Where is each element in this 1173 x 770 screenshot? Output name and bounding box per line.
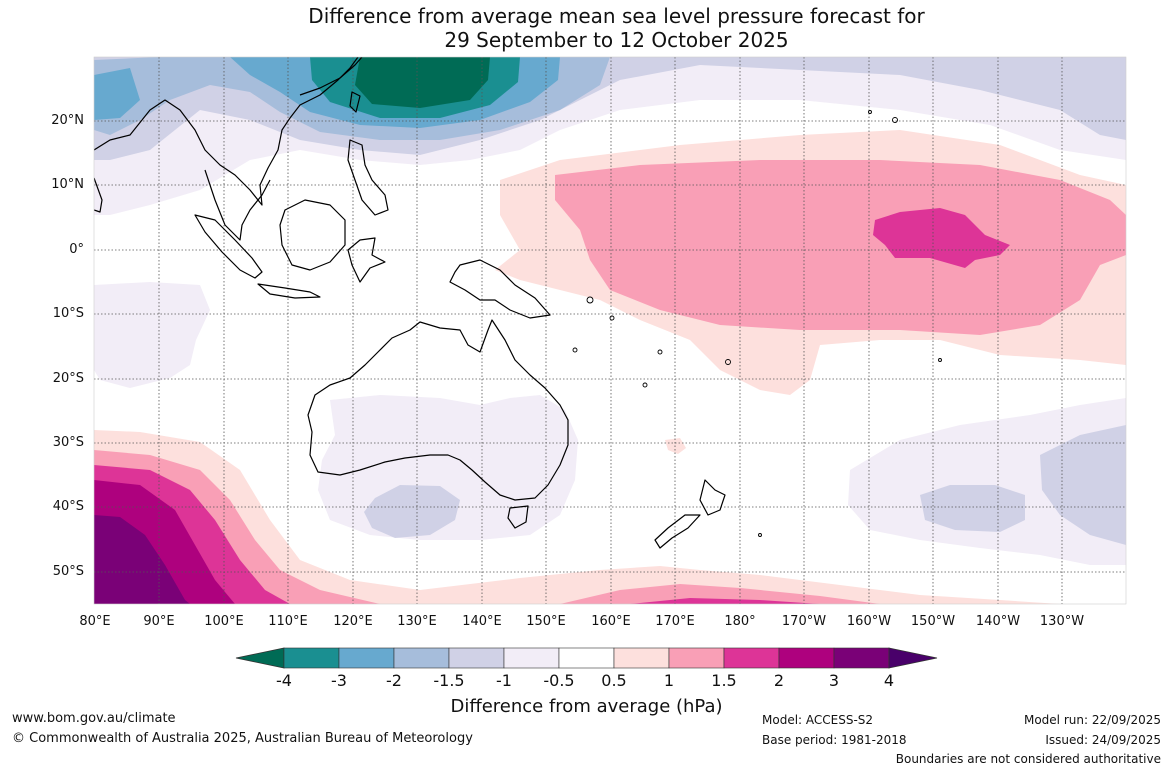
colorbar-min-arrow — [235, 647, 285, 669]
colorbar-swatch — [668, 647, 725, 669]
northern-negative-anomaly — [94, 57, 1126, 215]
borneo-coastline — [279, 199, 346, 271]
colorbar-tick-label: -1 — [496, 671, 512, 690]
pacific-islands — [572, 110, 942, 537]
colorbar-tick-label: -0.5 — [543, 671, 575, 690]
latitude-label: 30°S — [52, 435, 84, 450]
new-zealand-south-coastline — [654, 514, 701, 549]
longitude-label: 140°W — [975, 614, 1021, 629]
colorbar-tick-label: 1 — [663, 671, 675, 690]
new-zealand-north-coastline — [699, 479, 726, 516]
latitude-label: 50°S — [52, 564, 84, 579]
colorbar-tick-label: 4 — [883, 671, 895, 690]
longitude-label: 110°E — [268, 614, 308, 629]
colorbar-tick-label: -2 — [386, 671, 402, 690]
latitude-label: 20°S — [52, 371, 84, 386]
title-line-1: Difference from average mean sea level p… — [308, 4, 925, 28]
base-period: Base period: 1981-2018 — [762, 733, 907, 747]
colorbar-title: Difference from average (hPa) — [450, 696, 723, 717]
longitude-label: 100°E — [204, 614, 244, 629]
longitude-label: 80°E — [79, 614, 111, 629]
indochina-coastline — [204, 169, 271, 241]
issued-date: Issued: 24/09/2025 — [1045, 733, 1161, 747]
southern-negative-anomaly — [94, 282, 1126, 565]
colorbar-swatch — [338, 647, 395, 669]
map-field — [94, 57, 1126, 604]
colorbar-swatch — [833, 647, 890, 669]
colorbar-tick-label: 0.5 — [601, 671, 627, 690]
australia-coastline — [307, 319, 569, 501]
mainland-asia-coastline — [94, 57, 359, 206]
colorbar-tick-label: -4 — [276, 671, 292, 690]
pacific-positive-anomaly — [495, 130, 1126, 454]
colorbar-swatch — [393, 647, 450, 669]
latitude-label: 40°S — [52, 499, 84, 514]
southern-positive-anomaly — [94, 430, 1060, 604]
latitude-label: 20°N — [51, 113, 84, 128]
latitude-label: 10°S — [52, 306, 84, 321]
longitude-label: 180° — [724, 614, 756, 629]
java-coastline — [257, 283, 321, 299]
longitude-label: 160°W — [846, 614, 892, 629]
colorbar-swatch — [558, 647, 615, 669]
colorbar-tick-label: 2 — [773, 671, 785, 690]
taiwan-coastline — [349, 91, 361, 113]
copyright-text: © Commonwealth of Australia 2025, Austra… — [12, 731, 473, 746]
coastlines — [94, 57, 726, 549]
colorbar — [235, 647, 938, 669]
title-line-2: 29 September to 12 October 2025 — [444, 28, 789, 52]
longitude-label: 160°E — [591, 614, 631, 629]
colorbar-swatch — [283, 647, 340, 669]
colorbar-swatch — [448, 647, 505, 669]
japan-coastline — [299, 57, 363, 96]
boundaries-disclaimer: Boundaries are not considered authoritat… — [895, 752, 1161, 766]
longitude-label: 130°E — [397, 614, 437, 629]
india-coastline — [94, 177, 103, 213]
colorbar-swatch — [503, 647, 560, 669]
longitude-label: 170°W — [781, 614, 827, 629]
longitude-label: 130°W — [1039, 614, 1085, 629]
map-frame — [93, 56, 1127, 605]
longitude-label: 140°E — [462, 614, 502, 629]
latitude-label: 0° — [69, 242, 84, 257]
colorbar-tick-label: -3 — [331, 671, 347, 690]
colorbar-swatch — [723, 647, 780, 669]
longitude-label: 90°E — [143, 614, 175, 629]
new-guinea-coastline — [449, 259, 551, 319]
latitude-label: 10°N — [51, 177, 84, 192]
tasmania-coastline — [507, 505, 529, 529]
sulawesi-coastline — [347, 237, 386, 283]
map-title: Difference from average mean sea level p… — [0, 4, 1173, 52]
model-run-date: Model run: 22/09/2025 — [1023, 713, 1161, 727]
longitude-label: 150°W — [910, 614, 956, 629]
colorbar-tick-label: -1.5 — [433, 671, 465, 690]
sumatra-coastline — [194, 214, 263, 279]
colorbar-swatch — [778, 647, 835, 669]
model-name: Model: ACCESS-S2 — [762, 713, 874, 727]
longitude-label: 150°E — [526, 614, 566, 629]
graticule — [94, 57, 1126, 604]
longitude-label: 170°E — [655, 614, 695, 629]
colorbar-tick-label: 3 — [828, 671, 840, 690]
colorbar-tick-label: 1.5 — [711, 671, 737, 690]
philippines-coastline — [347, 139, 389, 216]
colorbar-swatch — [613, 647, 670, 669]
colorbar-max-arrow — [888, 647, 938, 669]
longitude-label: 120°E — [333, 614, 373, 629]
website-link[interactable]: www.bom.gov.au/climate — [12, 711, 176, 726]
